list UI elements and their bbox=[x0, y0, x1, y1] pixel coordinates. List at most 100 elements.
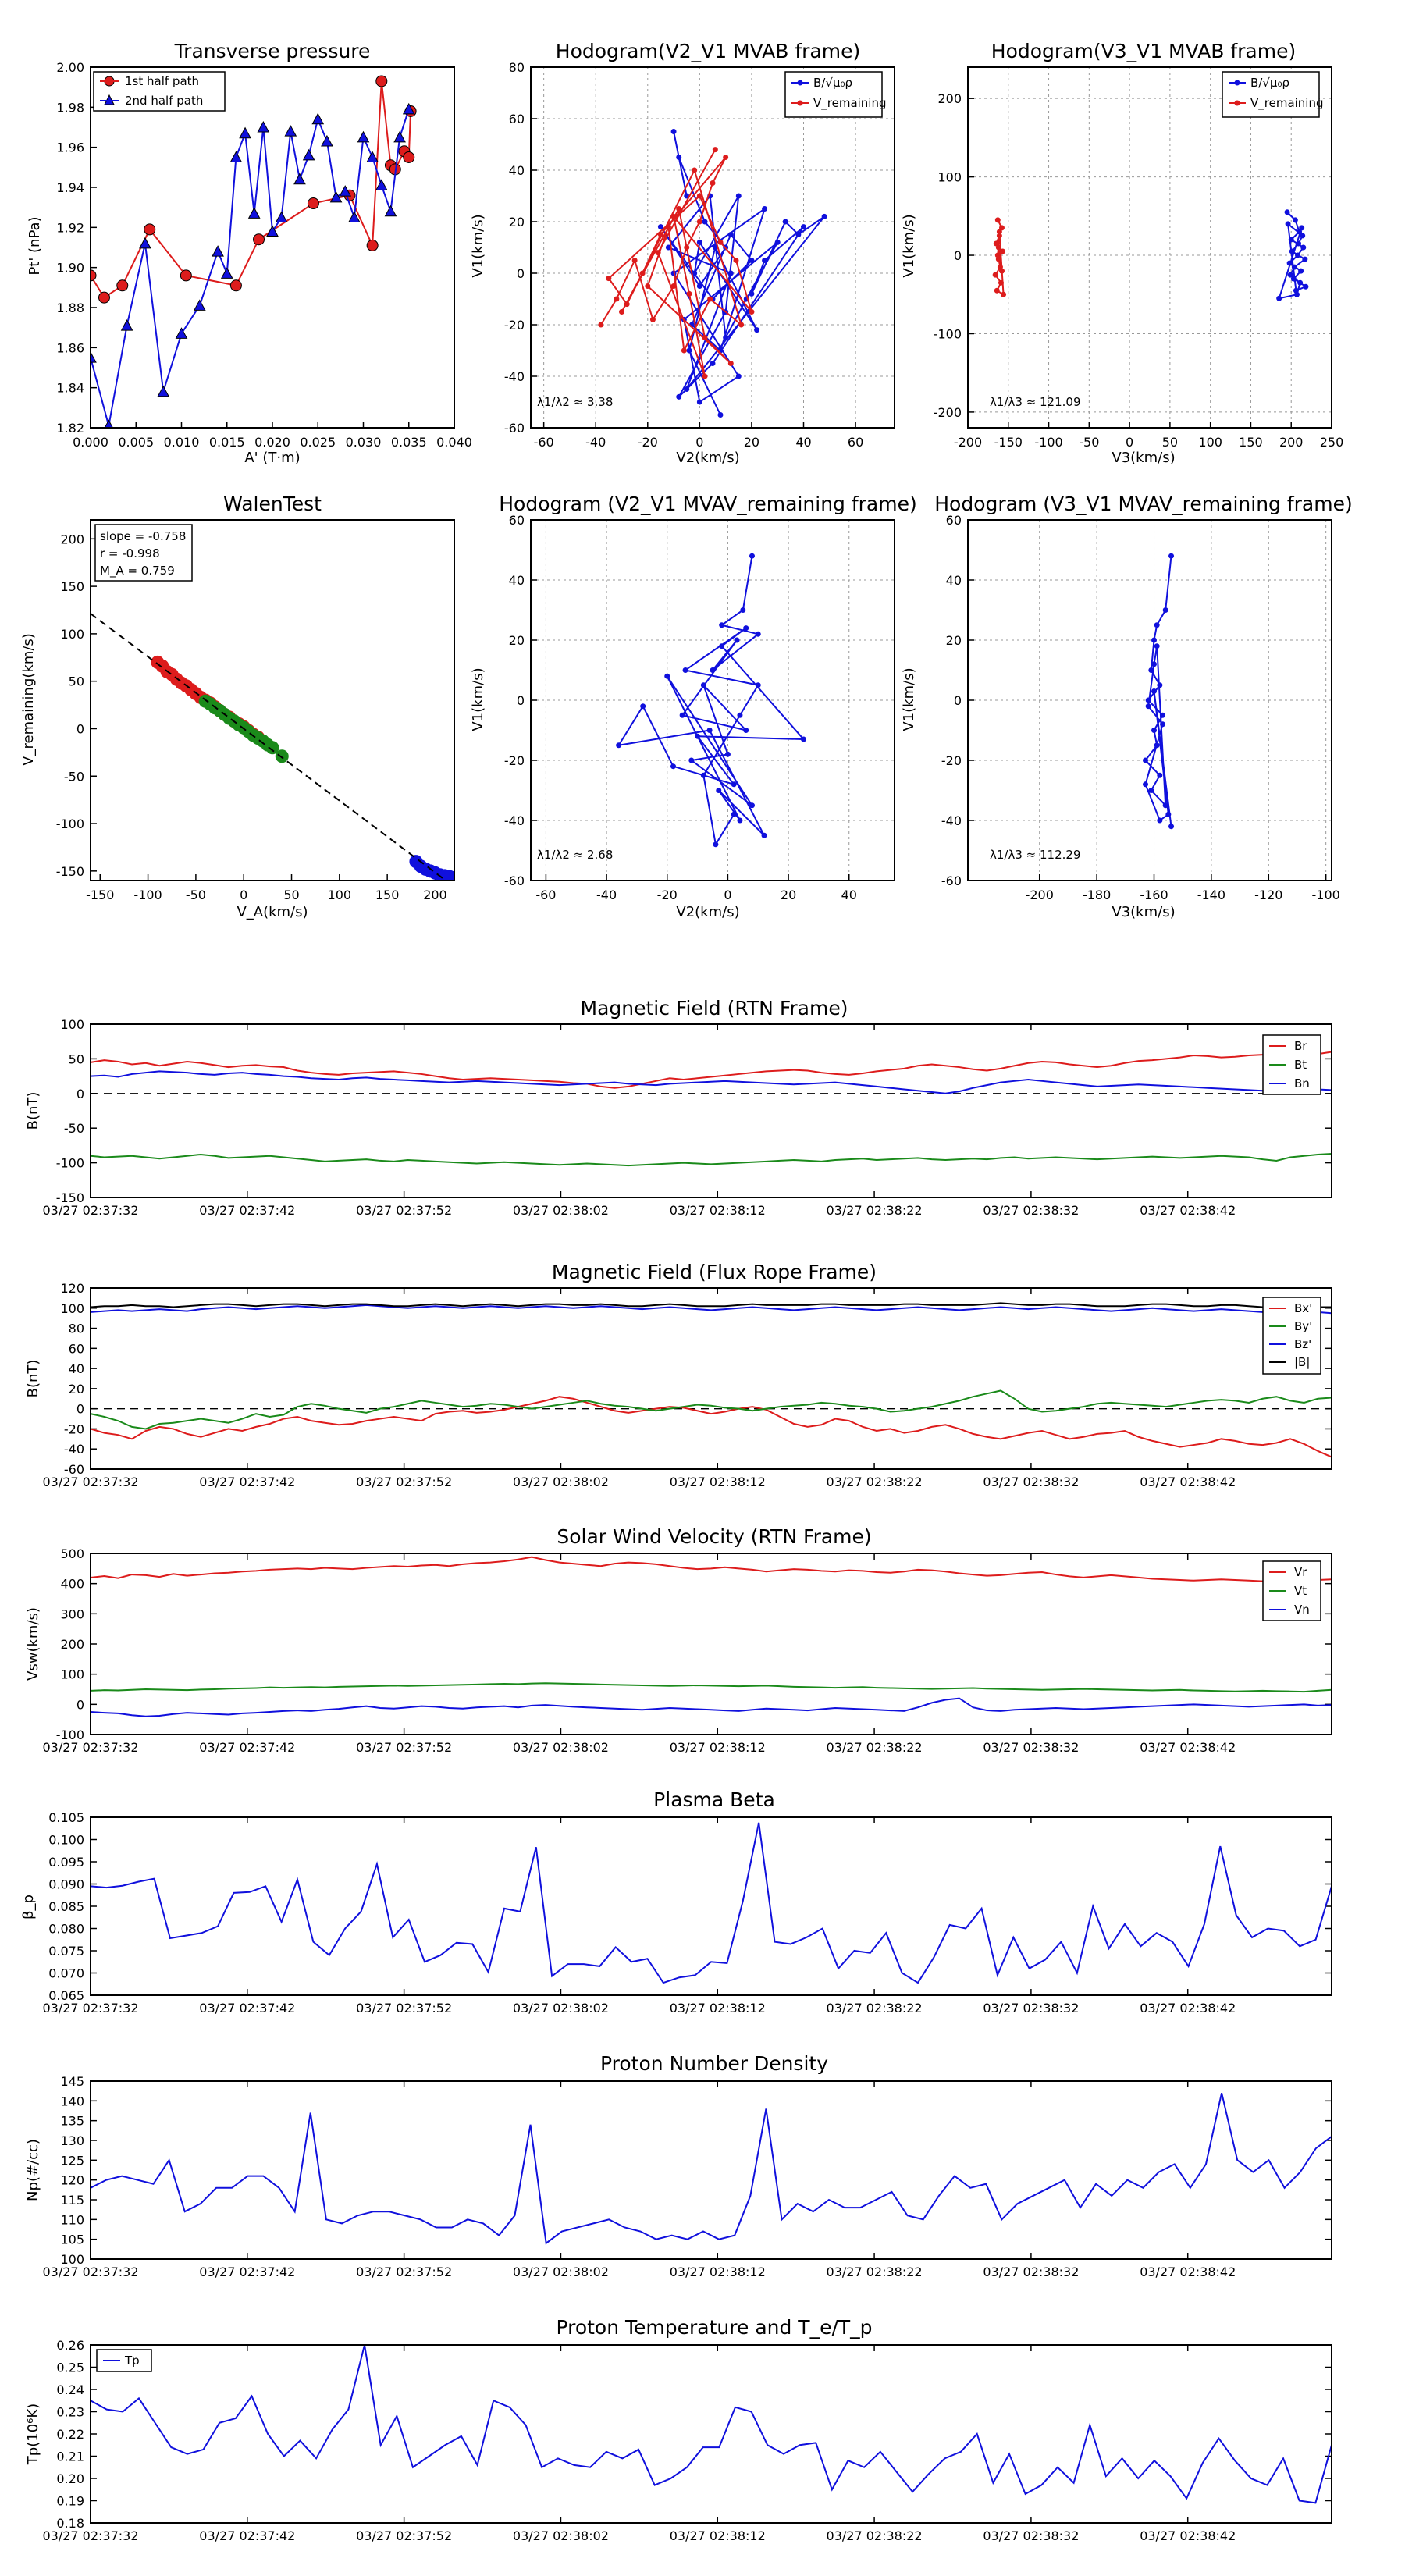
y-tick-label: 20 bbox=[946, 633, 962, 648]
y-tick-label: 1.88 bbox=[56, 301, 84, 315]
data-point bbox=[655, 250, 661, 256]
series-line bbox=[90, 1556, 1332, 1583]
y-tick-label: 120 bbox=[60, 1281, 84, 1296]
data-point bbox=[1303, 283, 1309, 290]
x-tick-label: 0.020 bbox=[254, 435, 290, 450]
axes-frame bbox=[90, 1553, 1332, 1735]
data-point bbox=[692, 270, 698, 276]
x-tick-label: 0.010 bbox=[164, 435, 200, 450]
data-point bbox=[717, 239, 724, 245]
data-point bbox=[624, 301, 630, 308]
data-point bbox=[120, 319, 133, 331]
data-point bbox=[723, 155, 729, 160]
x-tick-label: 03/27 02:38:42 bbox=[1140, 1475, 1236, 1489]
series-line bbox=[90, 1682, 1332, 1693]
data-point bbox=[723, 335, 729, 340]
x-tick-label: 0.015 bbox=[209, 435, 245, 450]
x-tick-label: 0.030 bbox=[346, 435, 382, 450]
data-point bbox=[710, 180, 716, 186]
y-tick-label: 60 bbox=[509, 513, 525, 528]
data-point bbox=[998, 225, 1005, 231]
x-tick-label: -60 bbox=[535, 888, 556, 902]
data-point bbox=[1157, 817, 1163, 824]
data-point bbox=[247, 207, 261, 219]
data-point bbox=[1293, 291, 1300, 297]
data-point bbox=[1157, 682, 1163, 688]
panel-hodogram2-v2-v1: Hodogram (V2_V1 MVAV_remaining frame) V2… bbox=[470, 493, 917, 920]
y-tick-label: 0.090 bbox=[48, 1877, 84, 1892]
data-point bbox=[738, 322, 745, 328]
x-tick-label: 03/27 02:37:52 bbox=[356, 2528, 452, 2543]
panel-title: Magnetic Field (RTN Frame) bbox=[581, 997, 848, 1019]
data-point bbox=[1286, 260, 1293, 266]
plot-area: 03/27 02:37:32 03/27 02:37:42 03/27 02:37:… bbox=[42, 1281, 1332, 1489]
y-tick-label: -100 bbox=[56, 1727, 84, 1742]
x-tick-label: 03/27 02:37:32 bbox=[42, 2528, 138, 2543]
data-point bbox=[284, 125, 297, 137]
data-point bbox=[1300, 244, 1307, 251]
axes-frame bbox=[90, 1287, 1332, 1470]
data-point bbox=[1148, 788, 1154, 793]
y-tick-label: -20 bbox=[504, 318, 525, 333]
panel-title: Hodogram (V2_V1 MVAV_remaining frame) bbox=[499, 493, 917, 515]
data-point bbox=[676, 155, 682, 160]
y-tick-label: 100 bbox=[60, 1017, 84, 1032]
x-tick-label: 03/27 02:38:32 bbox=[983, 1203, 1079, 1218]
data-point bbox=[762, 206, 768, 212]
data-point bbox=[91, 351, 97, 363]
series-line bbox=[90, 1697, 1332, 1717]
y-tick-label: 40 bbox=[69, 1361, 84, 1376]
x-tick-label: 03/27 02:38:02 bbox=[513, 1475, 609, 1489]
panel-hodogram-v3-v1: Hodogram(V3_V1 MVAB frame) V3(km/s) V1(k… bbox=[901, 40, 1343, 466]
y-tick-label: 300 bbox=[60, 1606, 84, 1621]
data-point bbox=[724, 751, 731, 757]
y-tick-label: 100 bbox=[60, 627, 84, 642]
x-tick-label: -60 bbox=[534, 435, 554, 450]
data-point bbox=[366, 239, 379, 251]
data-point bbox=[239, 126, 251, 139]
data-point bbox=[734, 637, 740, 643]
data-point bbox=[1297, 279, 1304, 286]
data-point bbox=[735, 373, 742, 379]
x-tick-label: -40 bbox=[585, 435, 606, 450]
data-point bbox=[311, 112, 325, 125]
x-tick-label: 100 bbox=[1198, 435, 1222, 450]
data-point bbox=[998, 279, 1004, 286]
data-point bbox=[1168, 553, 1175, 559]
series-layer bbox=[91, 75, 417, 428]
data-point bbox=[257, 120, 270, 133]
data-point bbox=[801, 736, 806, 742]
legend: Vr Vt Vn bbox=[1262, 1560, 1321, 1621]
data-point bbox=[696, 399, 702, 405]
data-point bbox=[795, 232, 802, 237]
data-point bbox=[696, 219, 702, 225]
data-point bbox=[702, 219, 708, 225]
data-point bbox=[649, 316, 656, 322]
y-tick-label: 500 bbox=[60, 1546, 84, 1561]
y-tick-label: -40 bbox=[64, 1442, 84, 1457]
data-point bbox=[801, 224, 806, 230]
data-point bbox=[731, 811, 737, 817]
panel-plasma-beta: Plasma Beta β_p 03/27 02:37:32 03/27 02:3… bbox=[20, 1788, 1332, 2016]
x-tick-label: 40 bbox=[841, 888, 857, 902]
y-tick-label: 0.21 bbox=[56, 2450, 84, 2464]
data-point bbox=[229, 279, 242, 292]
y-tick-label: 200 bbox=[60, 532, 84, 546]
panel-proton-density: Proton Number Density Np(#/cc) 03/27 02:… bbox=[25, 2052, 1332, 2279]
data-point bbox=[1290, 276, 1297, 282]
x-tick-label: 03/27 02:38:12 bbox=[670, 2001, 766, 2016]
series-line bbox=[660, 131, 825, 415]
x-tick-label: -150 bbox=[994, 435, 1023, 450]
y-axis-label: V1(km/s) bbox=[901, 214, 917, 277]
legend: 1st half path 2nd half path bbox=[93, 71, 226, 112]
data-point bbox=[275, 749, 289, 763]
y-tick-label: 105 bbox=[60, 2233, 84, 2247]
data-point bbox=[619, 309, 624, 315]
panel-title: Transverse pressure bbox=[174, 40, 371, 62]
y-axis-label: Np(#/cc) bbox=[25, 2139, 41, 2201]
data-point bbox=[737, 817, 743, 824]
data-point bbox=[707, 296, 713, 302]
x-tick-label: 03/27 02:38:42 bbox=[1140, 2265, 1236, 2279]
data-point bbox=[1151, 661, 1158, 667]
data-point bbox=[782, 219, 788, 225]
